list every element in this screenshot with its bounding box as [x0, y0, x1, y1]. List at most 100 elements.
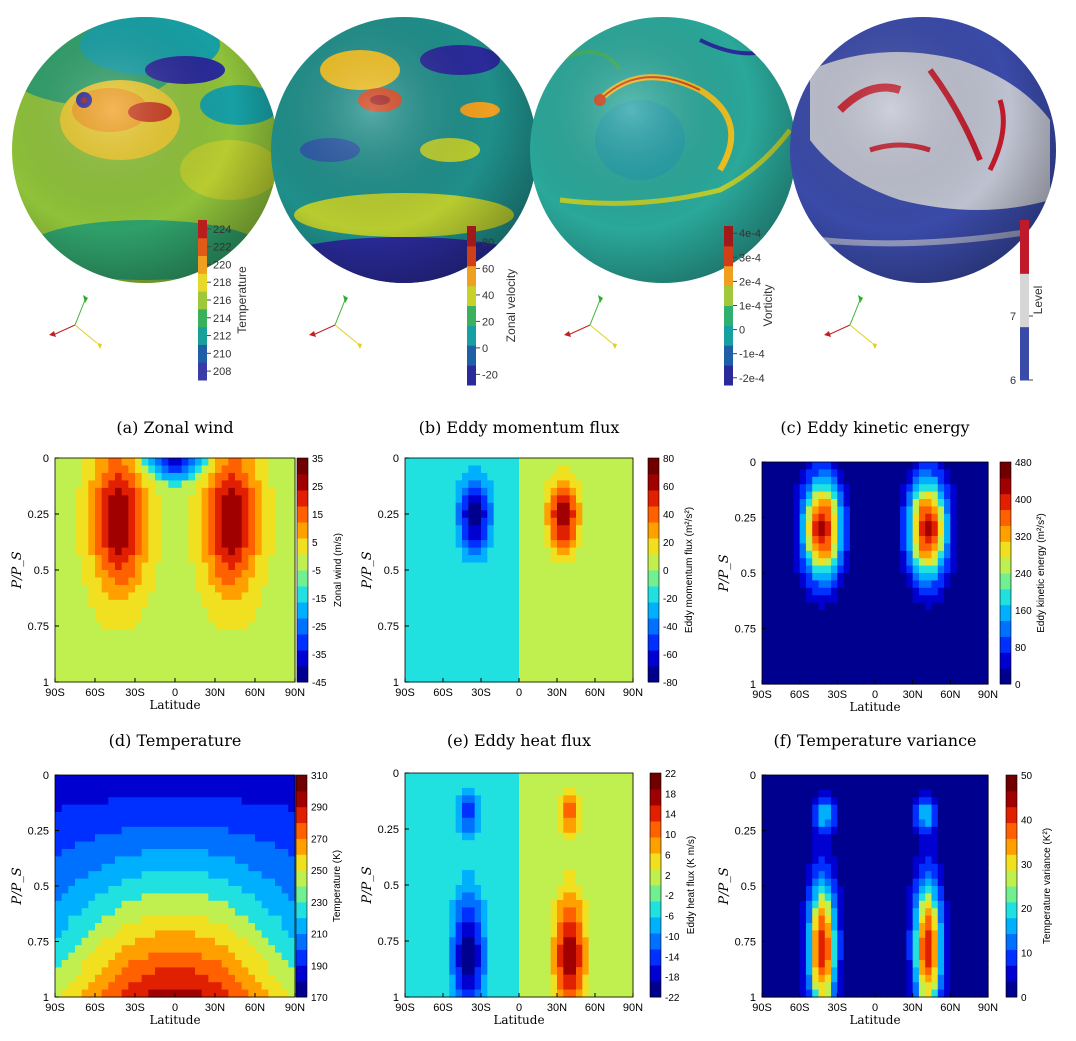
chart-cell: [837, 617, 845, 626]
chart-cell: [462, 652, 469, 661]
chart-cell: [121, 674, 129, 683]
chart-cell: [141, 908, 149, 917]
chart-cell: [215, 797, 223, 806]
chart-cell: [443, 487, 450, 496]
chart-cell: [538, 607, 545, 616]
chart-cell: [887, 676, 895, 685]
chart-cell: [161, 967, 169, 976]
chart-cell: [208, 570, 216, 579]
colorbar-tick-label: 80: [1015, 643, 1027, 654]
x-tick-label: 30N: [903, 689, 923, 701]
chart-cell: [181, 599, 189, 608]
chart-cell: [128, 863, 136, 872]
chart-cell: [201, 812, 209, 820]
chart-cell: [787, 513, 794, 522]
chart-cell: [88, 555, 96, 564]
chart-cell: [261, 495, 269, 504]
chart-cell: [61, 532, 69, 541]
chart-cell: [115, 967, 123, 976]
chart-cell: [181, 974, 189, 983]
chart-cell: [468, 599, 476, 608]
chart-cell: [462, 795, 469, 804]
chart-cell: [221, 952, 229, 961]
chart-cell: [128, 826, 136, 835]
chart-cell: [221, 886, 229, 894]
chart-cell: [281, 674, 289, 683]
chart-cell: [787, 587, 794, 596]
chart-cell: [474, 652, 482, 661]
chart-cell: [956, 661, 964, 670]
chart-cell: [61, 502, 69, 511]
chart-cell: [881, 521, 889, 530]
chart-cell: [975, 528, 983, 537]
chart-cell: [487, 458, 495, 467]
chart-cell: [181, 960, 189, 968]
chart-cell: [582, 540, 590, 549]
chart-cell: [121, 989, 129, 998]
globe-colorbar-segment: [724, 365, 733, 386]
chart-cell: [893, 536, 901, 544]
chart-cell: [468, 644, 476, 653]
chart-cell: [531, 525, 539, 534]
chart-cell: [255, 878, 263, 887]
chart-cell: [487, 629, 495, 638]
chart-cell: [141, 937, 149, 946]
chart-cell: [831, 632, 838, 641]
chart-cell: [944, 521, 951, 530]
chart-cell: [474, 810, 482, 819]
globe-colorbar-segment: [724, 285, 733, 306]
chart-cell: [248, 472, 256, 481]
chart-cell: [468, 914, 476, 923]
chart-cell: [201, 974, 209, 983]
chart-cell: [405, 644, 412, 653]
chart-cell: [443, 562, 450, 571]
chart-cell: [115, 584, 123, 593]
chart-cell: [849, 624, 857, 633]
chart-cell: [569, 599, 577, 608]
chart-cell: [849, 491, 857, 500]
chart-cell: [950, 462, 958, 470]
chart-cell: [768, 587, 776, 596]
chart-cell: [449, 502, 457, 511]
chart-cell: [255, 819, 263, 828]
chart-cell: [228, 982, 236, 991]
chart-cell: [235, 900, 243, 909]
chart-cell: [141, 547, 149, 556]
chart-cell: [881, 602, 889, 611]
chart-cell: [812, 558, 820, 567]
chart-cell: [181, 915, 189, 924]
chart-cell: [55, 775, 63, 783]
chart-cell: [81, 789, 89, 798]
chart-cell: [88, 982, 96, 991]
chart-cell: [61, 659, 69, 668]
chart-cell: [128, 886, 136, 894]
chart-cell: [780, 550, 788, 559]
chart-cell: [474, 773, 482, 782]
chart-cell: [544, 472, 552, 481]
chart-cell: [436, 614, 444, 623]
chart-cell: [188, 797, 196, 806]
chart-cell: [417, 899, 425, 908]
chart-cell: [937, 491, 945, 500]
chart-cell: [168, 797, 176, 806]
chart-cell: [88, 826, 96, 835]
chart-cell: [912, 506, 920, 515]
chart-cell: [506, 532, 514, 541]
chart-cell: [824, 484, 832, 493]
chart-cell: [281, 775, 289, 783]
chart-cell: [221, 607, 229, 616]
chart-cell: [228, 555, 236, 564]
chart-cell: [261, 599, 269, 608]
chart-cell: [544, 555, 552, 564]
chart-cell: [128, 871, 136, 880]
chart-cell: [161, 584, 169, 593]
chart-cell: [141, 797, 149, 806]
chart-cell: [221, 547, 229, 556]
chart-cell: [55, 893, 63, 902]
chart-cell: [455, 862, 463, 871]
chart-cell: [405, 555, 412, 564]
chart-cell: [474, 547, 482, 556]
chart-cell: [474, 487, 482, 496]
chart-cell: [68, 974, 76, 983]
